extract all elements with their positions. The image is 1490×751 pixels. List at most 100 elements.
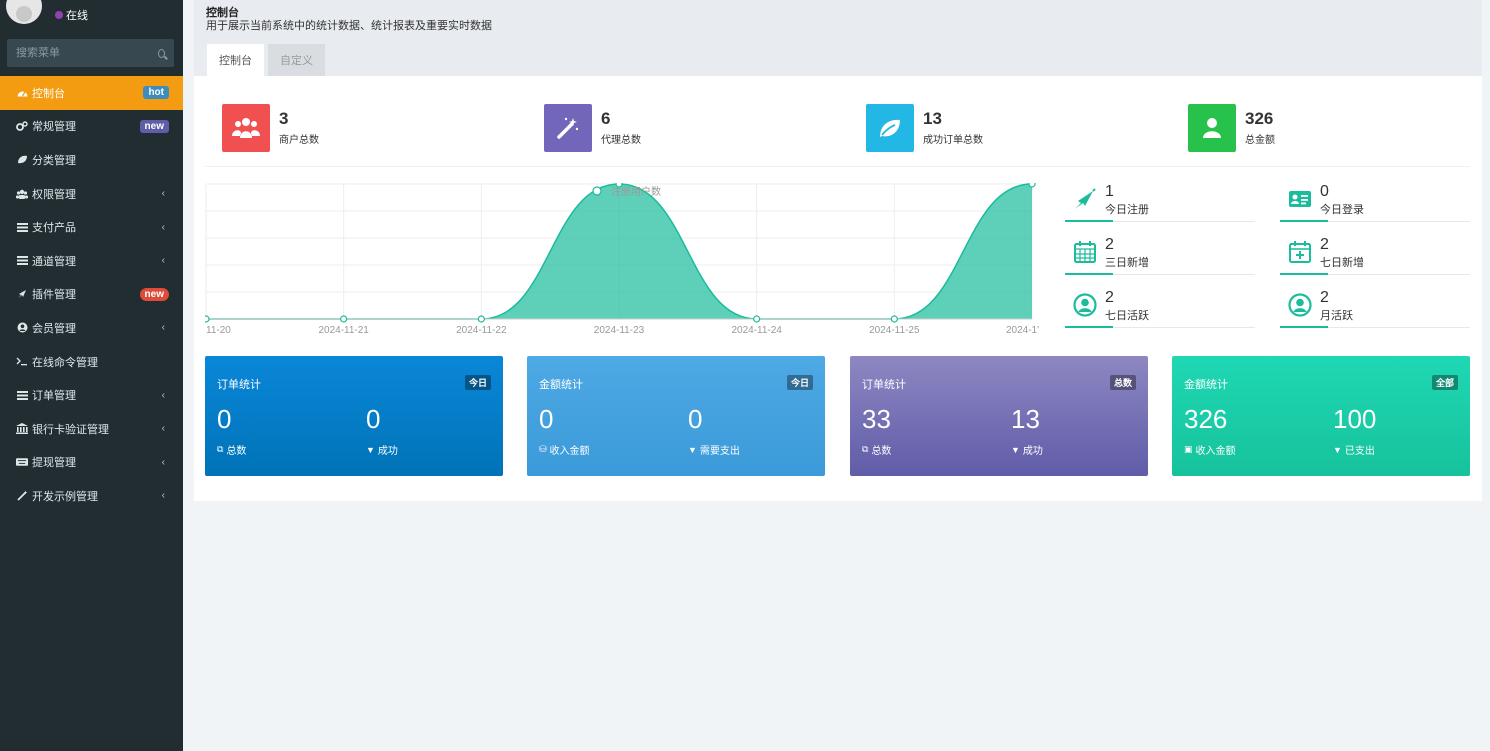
tab-dashboard[interactable]: 控制台	[207, 44, 264, 76]
sidebar: 在线 控制台 hot 常规管理 new 分类管理	[0, 0, 183, 751]
sidebar-item-label: 开发示例管理	[32, 490, 98, 503]
page-header-background	[194, 0, 1482, 76]
card-value-a: 0	[539, 404, 554, 434]
sidebar-item-withdraw[interactable]: 提现管理 ‹	[0, 446, 183, 480]
chevron-left-icon: ‹	[161, 255, 165, 267]
filter-icon: ▼	[366, 444, 375, 455]
card-label-text: 需要支出	[699, 446, 740, 457]
card-title: 金额统计	[1184, 379, 1228, 391]
search-icon[interactable]	[158, 48, 165, 58]
sidebar-item-label: 插件管理	[32, 289, 76, 302]
sidebar-item-auth[interactable]: 权限管理 ‹	[0, 177, 183, 211]
sidebar-item-bankcard[interactable]: 银行卡验证管理 ‹	[0, 412, 183, 446]
leaf-icon	[16, 155, 28, 164]
dashboard-panel: 3 商户总数 6 代理总数 13 成功订单总数	[194, 76, 1482, 501]
card-label-text: 已支出	[1344, 446, 1375, 457]
stat-text: 13 成功订单总数	[923, 104, 983, 152]
sidebar-item-category[interactable]: 分类管理	[0, 143, 183, 177]
sidebar-item-orders[interactable]: 订单管理 ‹	[0, 378, 183, 412]
list-icon	[16, 390, 28, 400]
card-label-a: ⛁ 收入金额	[539, 442, 590, 457]
sidebar-item-label: 在线命令管理	[32, 356, 98, 369]
x-tick-label: 2024-11-21	[318, 325, 369, 336]
mini-stat-value: 0	[1320, 183, 1329, 200]
tab-bar: 控制台 自定义	[207, 44, 325, 76]
users-group-icon	[16, 189, 28, 199]
card-value-a: 33	[862, 404, 891, 434]
x-tick-label: 2024-11-25	[869, 325, 920, 336]
sidebar-item-dashboard[interactable]: 控制台 hot	[0, 76, 183, 110]
data-point	[340, 315, 348, 323]
card-tag: 全部	[1431, 375, 1458, 390]
mini-stat-value: 2	[1320, 289, 1329, 306]
mini-stat-underline	[1280, 327, 1470, 328]
magic-icon	[16, 490, 28, 502]
mini-stat-seven-day-new: 2 七日新增	[1280, 236, 1470, 275]
stat-total-amount: 326 总金额	[1188, 104, 1275, 152]
card-title: 金额统计	[539, 379, 583, 391]
user-panel: 在线	[0, 0, 183, 36]
sidebar-item-online-command[interactable]: 在线命令管理	[0, 345, 183, 379]
page-header: 控制台 用于展示当前系统中的统计数据、统计报表及重要实时数据 控制台 自定义	[183, 0, 1490, 76]
online-status: 在线	[55, 7, 88, 23]
x-tick-label: 2024-11-24	[731, 325, 782, 336]
chevron-left-icon: ‹	[161, 322, 165, 334]
card-label-b: ▼ 成功	[366, 442, 398, 458]
user-circle-icon	[1288, 293, 1312, 317]
sidebar-item-members[interactable]: 会员管理 ‹	[0, 311, 183, 345]
sidebar-item-pay-products[interactable]: 支付产品 ‹	[0, 210, 183, 244]
mini-stat-value: 2	[1105, 289, 1114, 306]
new-badge: new	[139, 287, 169, 301]
chevron-left-icon: ‹	[161, 188, 165, 200]
card-title: 订单统计	[217, 379, 261, 391]
card-value-b: 100	[1333, 404, 1377, 434]
stat-text: 326 总金额	[1245, 104, 1275, 152]
card-label-text: 成功	[1022, 446, 1043, 457]
chevron-left-icon: ‹	[161, 221, 165, 233]
stat-text: 6 代理总数	[601, 104, 641, 152]
hot-badge: hot	[143, 86, 169, 100]
data-point	[753, 315, 761, 323]
sidebar-item-plugins[interactable]: 插件管理 new	[0, 278, 183, 312]
chevron-left-icon: ‹	[161, 490, 165, 502]
mini-stat-value: 2	[1105, 236, 1114, 253]
avatar[interactable]	[6, 0, 42, 24]
sidebar-item-channels[interactable]: 通道管理 ‹	[0, 244, 183, 278]
filter-icon: ▼	[1333, 444, 1342, 455]
card-label-text: 总数	[871, 446, 892, 457]
x-tick-label: 2024-11-23	[594, 325, 645, 336]
card-value-b: 0	[366, 404, 381, 434]
mini-stat-label: 七日活跃	[1105, 310, 1149, 322]
card-tag: 总数	[1109, 375, 1136, 390]
user-icon	[1188, 104, 1236, 152]
mini-stat-label: 七日新增	[1320, 257, 1364, 269]
mini-stat-underline	[1280, 221, 1470, 222]
card-label-a: ⧉ 总数	[862, 442, 891, 457]
mini-stat-value: 1	[1105, 183, 1114, 200]
mini-stat-accent	[1280, 220, 1328, 222]
card-label-b: ▼ 成功	[1011, 442, 1043, 458]
list-icon	[16, 256, 28, 266]
mini-stat-underline	[1065, 221, 1255, 222]
data-point	[1028, 183, 1036, 188]
x-tick-label: 2024-1'	[1006, 325, 1039, 336]
stat-label: 成功订单总数	[923, 135, 983, 146]
menu-search-input[interactable]	[16, 47, 158, 59]
mini-stat-today-login: 0 今日登录	[1280, 183, 1470, 222]
mini-stat-accent	[1065, 273, 1113, 275]
card-label-b: ▼ 需要支出	[688, 442, 740, 458]
x-tick-label: 2024-11-22	[456, 325, 507, 336]
sidebar-item-label: 订单管理	[32, 390, 76, 403]
mini-stat-accent	[1065, 326, 1113, 328]
mini-stat-label: 今日登录	[1320, 204, 1364, 216]
sidebar-item-general[interactable]: 常规管理 new	[0, 110, 183, 144]
filter-icon: ▼	[688, 444, 697, 455]
mini-stat-underline	[1065, 274, 1255, 275]
mini-stat-underline	[1065, 327, 1255, 328]
card-orders-today: 订单统计 今日 0 0 ⧉ 总数 ▼ 成功	[205, 356, 503, 476]
sidebar-item-dev-examples[interactable]: 开发示例管理 ‹	[0, 479, 183, 513]
rocket-icon	[1075, 188, 1096, 209]
tab-custom[interactable]: 自定义	[268, 44, 325, 76]
mini-stat-seven-day-active: 2 七日活跃	[1065, 289, 1255, 328]
page-title: 控制台	[206, 7, 239, 19]
